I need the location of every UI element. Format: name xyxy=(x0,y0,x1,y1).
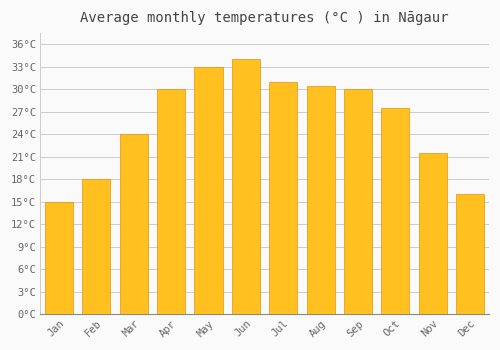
Bar xyxy=(419,153,447,314)
Bar xyxy=(82,180,110,314)
Bar xyxy=(306,86,334,314)
Title: Average monthly temperatures (°C ) in Nāgaur: Average monthly temperatures (°C ) in Nā… xyxy=(80,11,449,25)
Bar xyxy=(120,134,148,314)
Bar xyxy=(157,90,185,314)
Bar xyxy=(270,82,297,314)
Bar xyxy=(45,202,73,314)
Bar xyxy=(382,108,409,314)
Bar xyxy=(456,195,484,314)
Bar xyxy=(194,67,222,314)
Bar xyxy=(232,60,260,314)
Bar xyxy=(344,90,372,314)
